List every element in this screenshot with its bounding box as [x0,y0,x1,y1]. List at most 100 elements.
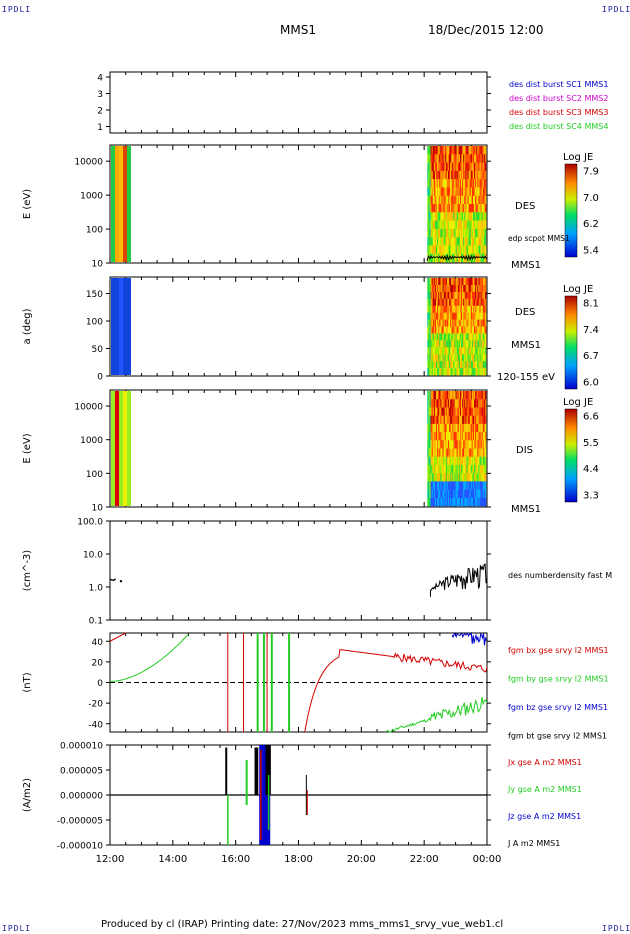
spectrogram-cell [433,415,436,425]
spectrogram-cell [481,204,484,213]
spectrogram-cell [431,305,434,313]
spectrogram-cell [478,415,480,425]
spectrogram-cell [469,278,472,286]
spectrogram-cell [464,291,466,300]
spectrogram-cell [451,456,453,466]
spectrogram-cell [443,146,445,155]
spectrogram-cell [458,473,461,482]
spectrogram-cell [484,497,487,507]
spectrogram-cell [428,473,430,482]
spectrogram-cell [462,415,464,425]
spectrogram-cell [455,326,457,334]
spectrogram-cell [450,237,452,246]
spectrogram-cell [450,187,452,197]
spectrogram-cell [456,448,459,458]
spectrogram-cell [482,237,485,246]
spectrogram-cell [476,354,478,362]
spectrogram-cell [442,497,444,507]
spectrogram-cell [449,305,451,313]
spectrogram-cell [461,305,463,313]
spectrogram-cell [434,291,437,300]
spectrogram-cell [464,391,466,400]
spectrogram-cell [470,440,473,449]
spectrogram-cell [436,278,438,286]
spectrogram-cell [428,212,430,221]
spectrogram-cell [475,278,477,286]
spectrogram-cell [453,312,455,320]
spectrogram-cell [452,228,454,238]
spectrogram-cell [454,305,456,313]
spectrogram-cell [437,245,439,255]
spectrogram-cell [465,326,467,334]
spectrogram-cell [470,170,473,180]
spectrogram-cell [452,361,454,369]
spectrogram-cell [470,146,473,155]
y-tick-label: 100 [86,318,103,328]
spectrogram-cell [431,212,434,221]
spectrogram-cell [437,415,439,425]
spectrogram-cell [456,473,459,482]
spectrogram-cell [479,284,481,293]
spectrogram-cell [463,204,465,213]
spectrogram-cell [446,220,449,230]
spectrogram-cell [454,291,456,300]
spectrogram-cell [430,456,432,466]
spectrogram-cell [436,464,438,474]
spectrogram-cell [480,162,482,172]
spectrogram-cell [433,228,436,238]
spectrogram-cell [477,305,479,313]
spectrogram-cell [483,423,486,433]
spectrogram-cell [443,228,445,238]
spectrogram-cell [446,391,449,400]
spectrogram-cell [440,305,442,313]
spectrogram-cell [437,391,439,400]
spectrogram-cell [475,195,477,205]
spectrogram-cell [447,432,450,441]
spectrogram-cell [481,333,484,341]
spectrogram-cell [429,340,431,348]
spectrogram-cell [458,154,461,163]
spectrogram-cell [481,473,484,482]
spectrogram-cell [464,497,466,507]
spectrogram-cell [443,319,445,327]
spectrogram-cell [450,464,452,474]
spectrogram-cell [444,407,447,416]
spectrogram-cell [451,440,453,449]
spectrogram-cell [453,423,455,433]
spectrogram-cell [477,278,479,286]
spectrogram-cell [458,448,461,458]
spectrogram-cell [428,195,430,205]
spectrogram-cell [432,146,435,155]
spectrogram-cell [455,312,457,320]
spectrogram-cell [471,284,474,293]
spectrogram-cell [432,179,435,188]
spectrogram-cell [441,440,443,449]
spectrogram-cell [439,497,441,507]
spectrogram-cell [451,361,453,369]
spectrogram-cell [470,220,473,230]
spectrogram-cell [445,464,448,474]
legend-entry: des dist burst SC3 MMS3 [509,108,608,117]
spectrogram-cell [444,399,447,408]
spectrogram-cell [483,368,486,376]
spectrogram-cell [479,347,481,355]
spectrogram-cell [478,368,480,376]
spectrogram-cell [465,154,467,163]
spectrogram-cell [465,187,467,197]
spectrogram-cell [461,212,463,221]
spectrogram-cell [481,481,484,490]
spectrogram-cell [444,187,447,197]
spectrogram-cell [437,278,439,286]
spectrogram-cell [446,432,449,441]
spectrogram-cell [440,489,442,499]
spectrogram-cell [451,497,453,507]
spectrogram-cell [484,489,487,499]
spectrogram-cell [470,291,473,300]
spectrogram-cell [480,237,482,246]
spectrogram-cell [469,187,472,197]
spectrogram-cell [434,481,437,490]
spectrogram-cell [474,237,476,246]
spectrogram-cell [442,237,444,246]
spectrogram-cell [466,220,468,230]
spectrogram-cell [440,432,442,441]
